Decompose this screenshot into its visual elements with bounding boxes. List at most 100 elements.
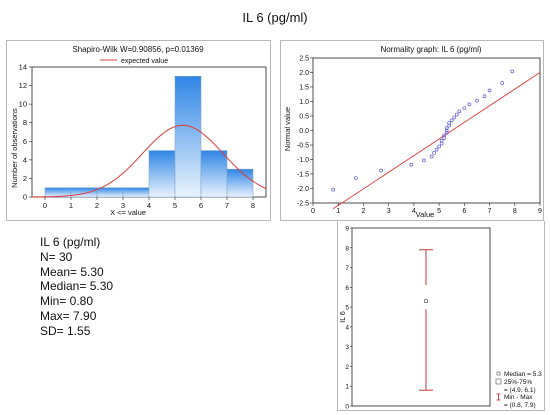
y-tick-label: 10 — [19, 100, 27, 109]
x-tick-label: 2 — [95, 201, 99, 210]
boxplot-plot-frame — [351, 227, 491, 407]
stats-sd: SD= 1.55 — [40, 323, 91, 338]
y-tick-label: 9 — [345, 226, 349, 233]
x-tick-label: 1 — [69, 201, 73, 210]
normality-point — [449, 118, 454, 123]
normality-point — [444, 126, 449, 131]
x-tick-label: 0 — [311, 208, 315, 215]
normality-ylabel: Normal value — [283, 107, 292, 151]
normality-point — [444, 128, 449, 133]
histogram-ylabel: Number of observations — [10, 108, 19, 188]
legend-median-label: Median = 5.3 — [504, 371, 542, 378]
normality-point — [432, 150, 436, 155]
normality-point — [331, 187, 336, 192]
stats-max: Max= 7.90 — [40, 308, 97, 323]
histogram-title: Shapiro-Wilk W=0.90856, p=0.01369 — [72, 45, 204, 54]
normality-point — [444, 130, 449, 135]
normality-point — [457, 109, 462, 114]
normality-panel: Normality graph: IL 6 (pg/ml) 0 1 2 3 4 5 6 7 8 9… — [280, 40, 544, 221]
y-tick-label: 0.0 — [299, 128, 309, 135]
normality-point — [510, 69, 515, 74]
normality-point — [379, 168, 383, 173]
summary-stats: IL 6 (pg/ml) N= 30 Mean= 5.30 Median= 5.… — [40, 235, 113, 339]
x-tick-label: 1 — [336, 208, 340, 215]
y-tick-label: 1.5 — [299, 85, 309, 92]
histogram-bar — [148, 150, 176, 198]
legend-box-label: 25%-75% — [504, 379, 532, 386]
y-tick-label: 4 — [345, 324, 349, 331]
y-tick-label: 2 — [23, 174, 27, 183]
stats-median: Median= 5.30 — [40, 279, 114, 294]
x-tick-label: 0 — [43, 201, 47, 210]
normality-point — [447, 123, 452, 128]
y-tick-label: 7 — [345, 265, 349, 272]
normality-chart: Normality graph: IL 6 (pg/ml) 0 1 2 3 4 5 6 7 8 9… — [283, 45, 542, 219]
y-tick-label: 2.0 — [299, 70, 309, 77]
boxplot-legend: Median = 5.3 25%-75% = (4.9, 6.1) Min - … — [495, 371, 542, 409]
normality-point — [452, 115, 457, 120]
stats-mean: Mean= 5.30 — [40, 264, 104, 279]
y-tick-label: 1.0 — [299, 99, 309, 106]
boxplot-chart: 0 1 2 3 4 5 6 7 8 9 IL 6 Median = 5.3 25%-75% = (… — [340, 226, 542, 411]
x-tick-label: 6 — [462, 208, 466, 215]
x-tick-label: 8 — [513, 208, 517, 215]
normality-point — [475, 98, 479, 103]
histogram-bar — [70, 187, 98, 198]
legend-box-values: = (4.9, 6.1) — [504, 387, 536, 394]
legend-range-swatch — [496, 393, 501, 401]
x-tick-label: 4 — [147, 201, 151, 210]
normality-point — [429, 154, 434, 159]
normality-point — [442, 133, 447, 138]
y-tick-label: 1 — [345, 384, 349, 391]
normality-point — [467, 102, 472, 107]
y-tick-label: 0.5 — [299, 114, 309, 121]
boxplot-box — [419, 285, 433, 310]
y-tick-label: 6 — [345, 285, 349, 292]
boxplot-panel: 0 1 2 3 4 5 6 7 8 9 IL 6 Median = 5.3 25%-75% = (… — [337, 221, 545, 411]
histogram-bar — [226, 168, 254, 198]
y-tick-label: 12 — [19, 81, 27, 90]
normality-point — [439, 138, 444, 143]
normality-plot-frame — [312, 57, 541, 204]
expected-value-curve — [31, 124, 267, 198]
legend-range-label: Min - Max — [504, 394, 533, 401]
normality-point — [454, 112, 459, 117]
x-tick-label: 5 — [173, 201, 177, 210]
histogram-bar — [122, 187, 150, 198]
normality-point — [409, 162, 414, 167]
legend-range-values: = (0.8, 7.9) — [504, 402, 536, 409]
y-tick-label: 0 — [23, 193, 27, 202]
histogram-bar — [96, 187, 124, 198]
y-tick-label: 0 — [345, 404, 349, 410]
x-tick-label: 9 — [538, 208, 542, 215]
y-tick-label: 3 — [345, 344, 349, 351]
normality-point — [487, 88, 492, 93]
stats-title: IL 6 (pg/ml) — [40, 235, 101, 249]
y-tick-label: 8 — [23, 118, 27, 127]
x-tick-label: 5 — [437, 208, 441, 215]
normality-xlabel: Value — [416, 210, 435, 219]
normality-title: Normality graph: IL 6 (pg/ml) — [380, 45, 481, 54]
histogram-bar — [174, 76, 202, 198]
normality-point — [482, 94, 487, 99]
histogram-chart: Shapiro-Wilk W=0.90856, p=0.01369 expect… — [10, 45, 267, 217]
y-tick-label: 2.5 — [299, 56, 309, 63]
normality-point — [447, 121, 452, 125]
boxplot-ylabel: IL 6 — [340, 311, 347, 323]
histogram-panel: Shapiro-Wilk W=0.90856, p=0.01369 expect… — [6, 40, 271, 221]
x-tick-label: 4 — [412, 208, 416, 215]
page-title: IL 6 (pg/ml) — [242, 10, 308, 25]
histogram-xlabel: X <= value — [110, 208, 146, 217]
stats-n: N= 30 — [40, 249, 73, 264]
normality-reference-line — [332, 72, 541, 210]
normality-point — [500, 81, 505, 85]
y-tick-label: -1.0 — [297, 157, 309, 164]
x-tick-label: 3 — [121, 201, 125, 210]
x-tick-label: 2 — [361, 208, 365, 215]
stats-min: Min= 0.80 — [40, 294, 94, 309]
normality-point — [434, 147, 439, 152]
y-tick-label: 5 — [345, 305, 349, 312]
legend-expected-label: expected value — [121, 58, 168, 65]
normality-point — [442, 136, 447, 140]
x-tick-label: 8 — [251, 201, 255, 210]
